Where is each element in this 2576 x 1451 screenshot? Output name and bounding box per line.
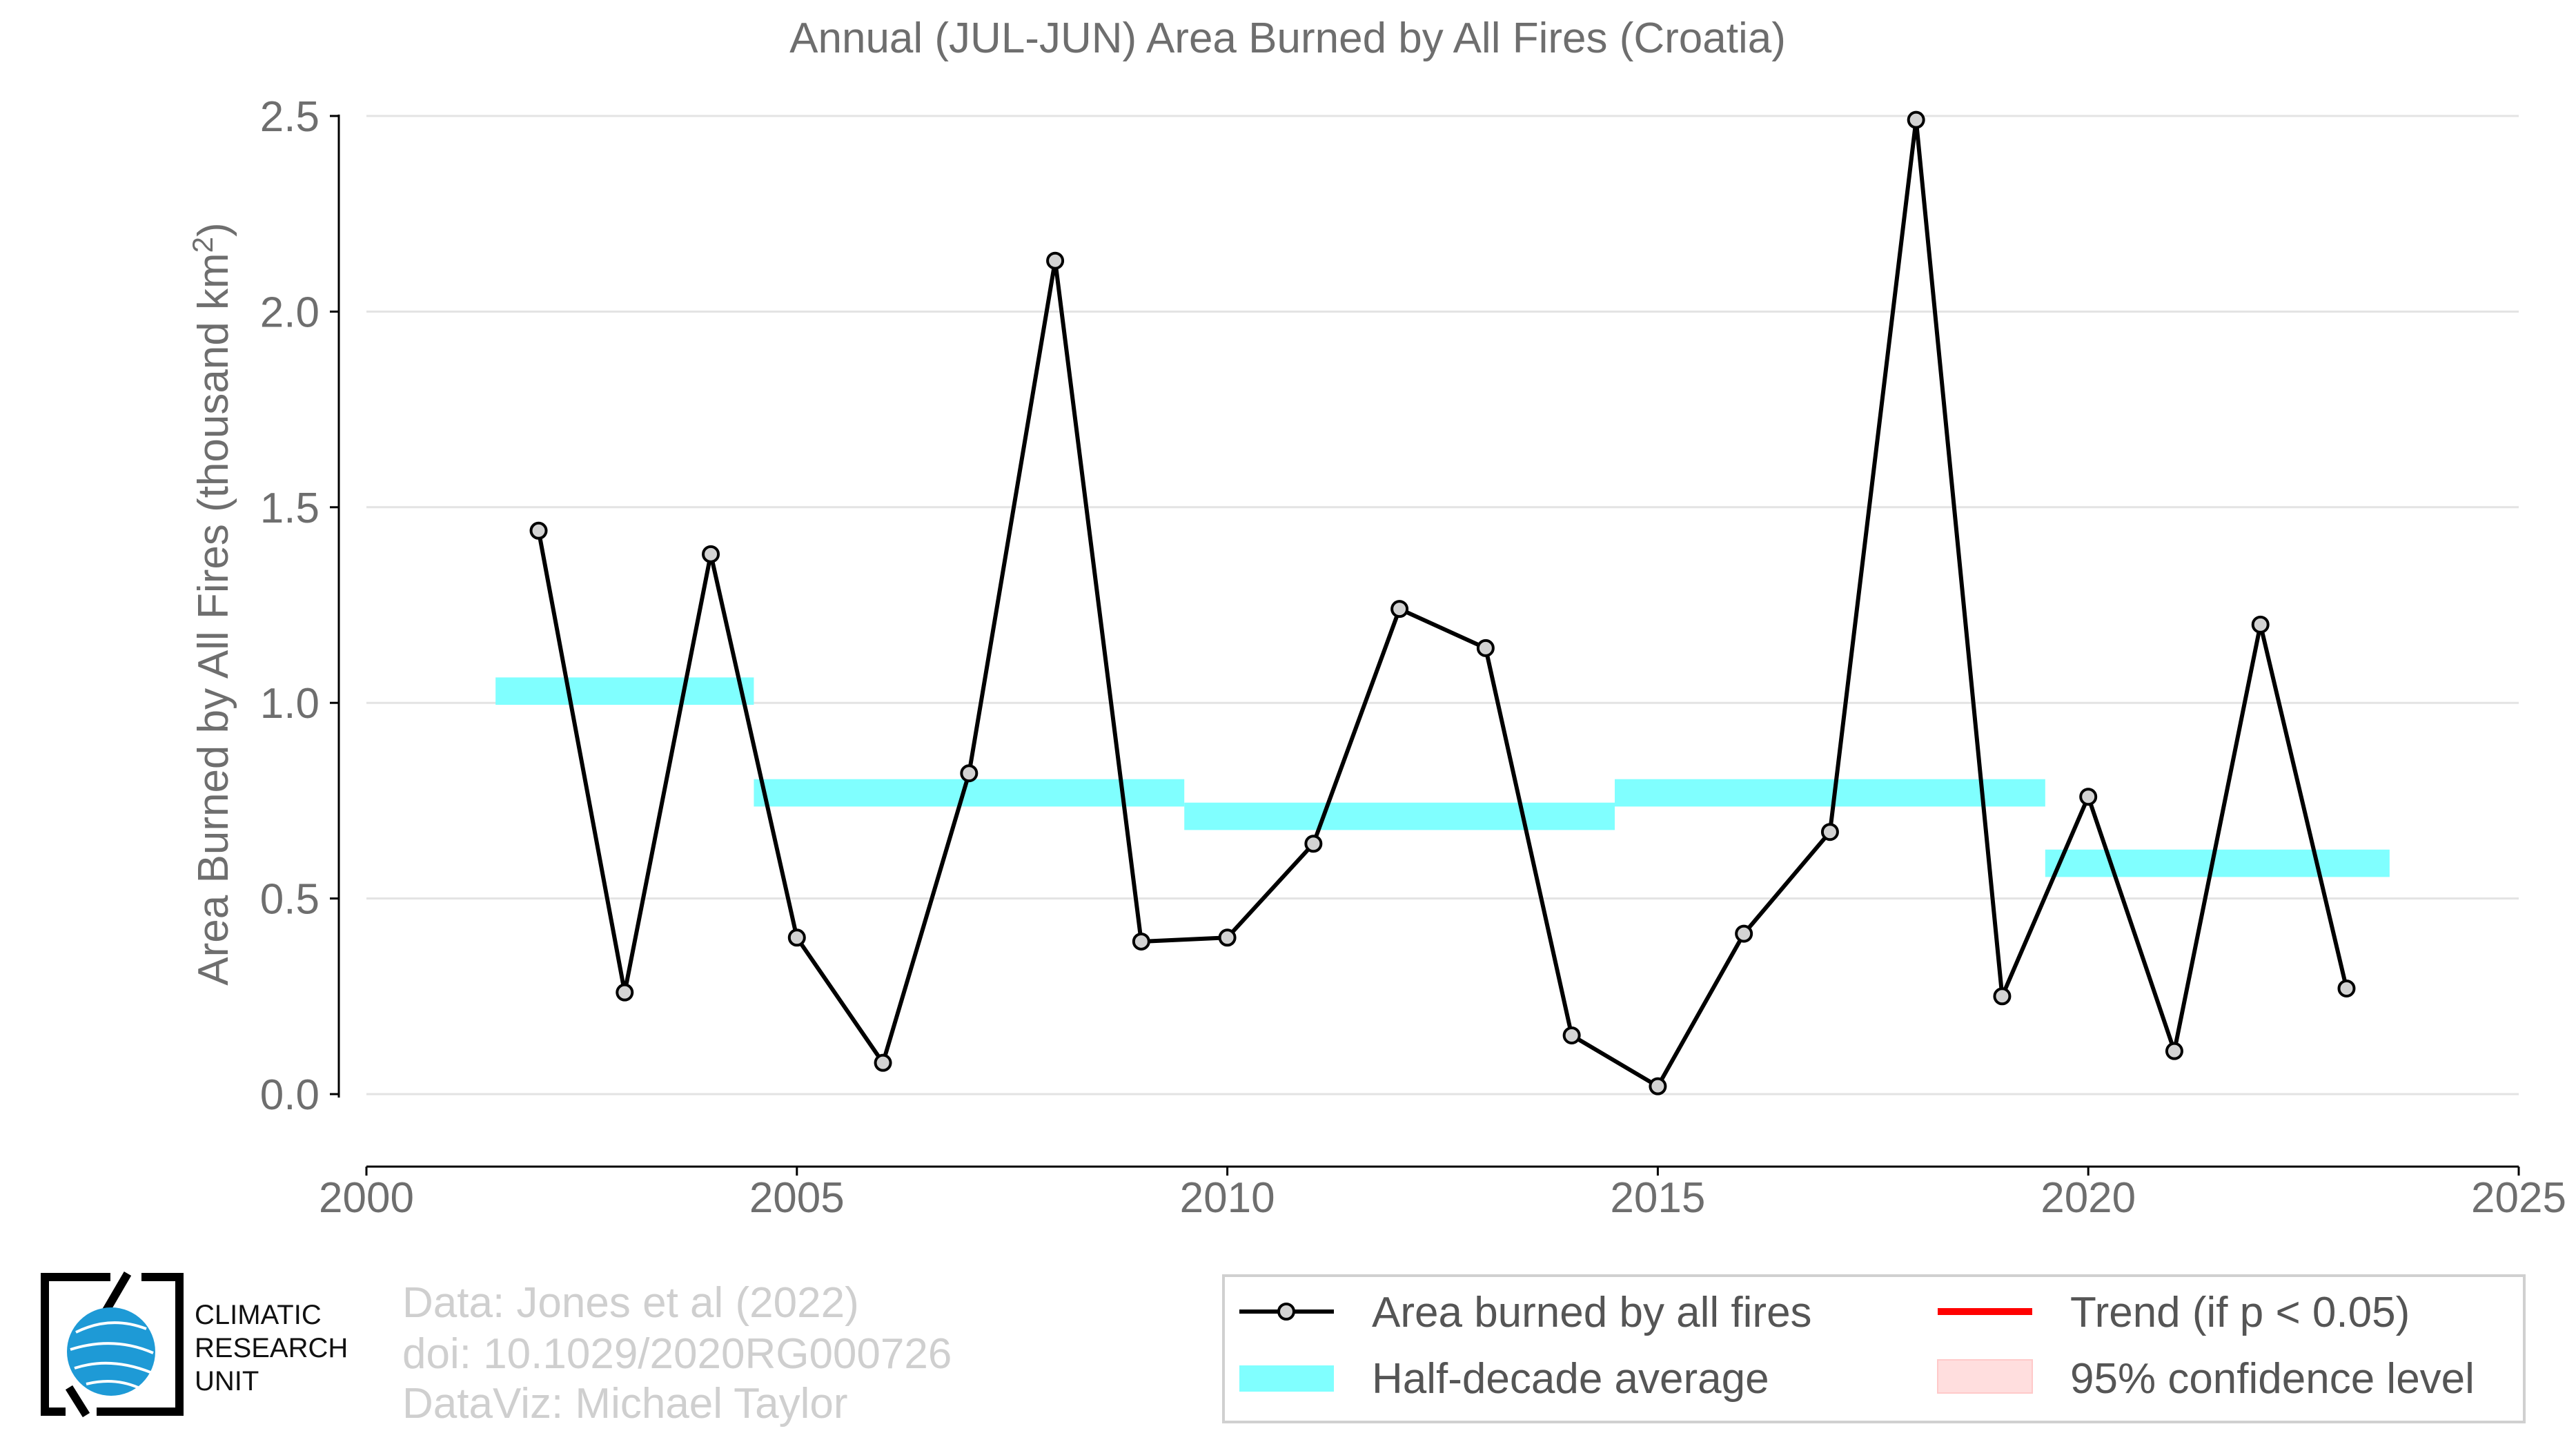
legend-label-trend: Trend (if p < 0.05) xyxy=(2070,1289,2410,1336)
y-tick-label: 2.0 xyxy=(260,289,319,336)
data-point xyxy=(874,1053,892,1072)
half-decade-bands xyxy=(495,677,2390,877)
series-line xyxy=(536,117,2349,1089)
chart-title: Annual (JUL-JUN) Area Burned by All Fire… xyxy=(789,14,1786,62)
y-axis-label-main: Area Burned by All Fires (thousand km xyxy=(190,253,237,985)
legend-box xyxy=(1222,1274,2526,1423)
data-point xyxy=(2165,1042,2183,1060)
legend-label-confidence: 95% confidence level xyxy=(2070,1355,2475,1403)
x-tick-label: 2010 xyxy=(1180,1174,1275,1222)
data-point xyxy=(1993,987,2012,1006)
data-point xyxy=(1649,1077,1667,1095)
legend-band-icon xyxy=(1239,1365,1334,1392)
data-point xyxy=(1304,835,1323,853)
credits: Data: Jones et al (2022) doi: 10.1029/20… xyxy=(402,1279,952,1428)
y-axis-label: Area Burned by All Fires (thousand km2) xyxy=(186,222,237,985)
half-decade-average-band xyxy=(1615,779,2045,807)
x-tick-label: 2025 xyxy=(2471,1174,2566,1222)
data-point xyxy=(702,545,720,563)
legend: Area burned by all fires Half-decade ave… xyxy=(1222,1274,2526,1423)
y-tick-label: 1.5 xyxy=(260,485,319,532)
series-area-burned xyxy=(529,110,2356,1095)
data-point xyxy=(1562,1026,1581,1044)
legend-marker-icon xyxy=(1277,1303,1295,1321)
legend-confidence-icon xyxy=(1937,1359,2033,1394)
data-point xyxy=(529,521,548,540)
x-tick-label: 2005 xyxy=(749,1174,845,1222)
data-point xyxy=(2079,788,2098,806)
x-tick-label: 2000 xyxy=(319,1174,414,1222)
data-point xyxy=(787,928,806,947)
logo-text-research: RESEARCH xyxy=(195,1333,348,1363)
y-tick-label: 1.0 xyxy=(260,680,319,728)
y-axis-label-superscript: 2 xyxy=(186,237,219,253)
y-tick-label: 2.5 xyxy=(260,93,319,141)
cru-globe-icon xyxy=(41,1271,184,1418)
data-point xyxy=(1390,600,1409,619)
data-point xyxy=(1735,924,1753,943)
legend-label-half-decade: Half-decade average xyxy=(1372,1355,1769,1403)
data-point xyxy=(1820,823,1839,841)
y-tick-label: 0.0 xyxy=(260,1071,319,1119)
cru-logo: CLIMATIC RESEARCH UNIT xyxy=(41,1271,348,1418)
data-point xyxy=(1046,251,1065,270)
axes xyxy=(337,115,2519,1168)
half-decade-average-band xyxy=(495,677,754,705)
data-point xyxy=(616,983,634,1002)
half-decade-average-band xyxy=(754,779,1185,807)
half-decade-average-band xyxy=(2045,849,2390,877)
data-point xyxy=(1476,639,1495,657)
legend-label-area-burned: Area burned by all fires xyxy=(1372,1289,1812,1336)
data-point xyxy=(2251,615,2270,634)
x-tick-label: 2020 xyxy=(2041,1174,2136,1222)
credit-data-source: Data: Jones et al (2022) xyxy=(402,1279,859,1327)
y-ticks: 0.0 0.5 1.0 1.5 2.0 2.5 xyxy=(260,93,339,1119)
data-point xyxy=(2337,979,2356,997)
logo-text-unit: UNIT xyxy=(195,1366,259,1396)
data-point xyxy=(1132,932,1150,951)
data-point xyxy=(960,764,979,783)
credit-dataviz: DataViz: Michael Taylor xyxy=(402,1380,848,1428)
credit-doi: doi: 10.1029/2020RG000726 xyxy=(402,1330,952,1378)
data-point xyxy=(1907,110,1925,129)
half-decade-average-band xyxy=(1184,802,1615,830)
y-tick-label: 0.5 xyxy=(260,876,319,924)
data-point xyxy=(1218,928,1237,947)
y-axis-label-close: ) xyxy=(190,222,237,237)
x-ticks: 2000 2005 2010 2015 2020 2025 xyxy=(319,1167,2566,1222)
x-tick-label: 2015 xyxy=(1610,1174,1705,1222)
logo-text-climatic: CLIMATIC xyxy=(195,1300,322,1330)
